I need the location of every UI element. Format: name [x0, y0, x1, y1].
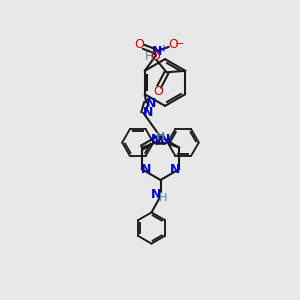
- Text: N: N: [170, 163, 180, 176]
- Text: H: H: [145, 50, 154, 63]
- Text: O: O: [168, 38, 178, 51]
- Text: +: +: [159, 44, 167, 54]
- Text: N: N: [143, 106, 153, 119]
- Text: H: H: [157, 132, 165, 142]
- Text: H: H: [156, 132, 164, 142]
- Text: N: N: [146, 97, 156, 110]
- Text: N: N: [152, 45, 162, 58]
- Text: N: N: [151, 188, 161, 201]
- Text: O: O: [150, 50, 160, 63]
- Text: O: O: [134, 38, 144, 51]
- Text: O: O: [154, 85, 164, 98]
- Text: −: −: [175, 39, 184, 50]
- Text: H: H: [159, 193, 168, 203]
- Text: N: N: [150, 133, 161, 146]
- Text: N: N: [141, 163, 151, 176]
- Text: N: N: [160, 133, 171, 146]
